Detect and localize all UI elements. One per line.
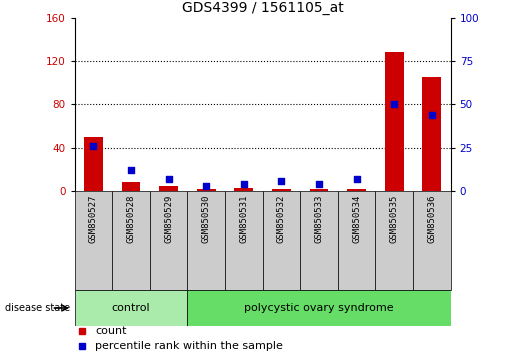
Bar xyxy=(122,183,141,191)
FancyBboxPatch shape xyxy=(263,191,300,290)
Title: GDS4399 / 1561105_at: GDS4399 / 1561105_at xyxy=(182,1,344,15)
Point xyxy=(315,181,323,187)
FancyBboxPatch shape xyxy=(225,191,263,290)
Text: GSM850532: GSM850532 xyxy=(277,194,286,242)
Text: GSM850534: GSM850534 xyxy=(352,194,361,242)
Point xyxy=(202,183,210,189)
FancyBboxPatch shape xyxy=(112,191,150,290)
Bar xyxy=(197,189,216,191)
Text: GSM850533: GSM850533 xyxy=(315,194,323,242)
Point xyxy=(352,176,360,182)
Bar xyxy=(159,186,178,191)
Text: GSM850529: GSM850529 xyxy=(164,194,173,242)
FancyBboxPatch shape xyxy=(187,191,225,290)
Point xyxy=(277,178,285,184)
Text: polycystic ovary syndrome: polycystic ovary syndrome xyxy=(244,303,394,313)
Bar xyxy=(347,189,366,191)
Bar xyxy=(272,189,291,191)
FancyBboxPatch shape xyxy=(300,191,338,290)
FancyBboxPatch shape xyxy=(75,191,112,290)
FancyBboxPatch shape xyxy=(375,191,413,290)
Bar xyxy=(310,189,329,191)
Bar xyxy=(234,188,253,191)
FancyBboxPatch shape xyxy=(338,191,375,290)
Bar xyxy=(422,77,441,191)
FancyBboxPatch shape xyxy=(150,191,187,290)
Point xyxy=(390,102,398,107)
Point xyxy=(90,143,98,149)
Text: GSM850536: GSM850536 xyxy=(427,194,436,242)
Text: GSM850527: GSM850527 xyxy=(89,194,98,242)
Text: GSM850530: GSM850530 xyxy=(202,194,211,242)
FancyBboxPatch shape xyxy=(75,290,187,326)
Text: GSM850531: GSM850531 xyxy=(239,194,248,242)
Text: count: count xyxy=(95,326,127,336)
Text: disease state: disease state xyxy=(5,303,70,313)
Point xyxy=(239,181,248,187)
Text: GSM850535: GSM850535 xyxy=(390,194,399,242)
FancyBboxPatch shape xyxy=(187,290,451,326)
Text: GSM850528: GSM850528 xyxy=(127,194,135,242)
Bar xyxy=(84,137,103,191)
Bar xyxy=(385,52,404,191)
FancyBboxPatch shape xyxy=(413,191,451,290)
Point xyxy=(427,112,436,118)
Point xyxy=(164,176,173,182)
Text: control: control xyxy=(112,303,150,313)
Point xyxy=(127,167,135,173)
Text: percentile rank within the sample: percentile rank within the sample xyxy=(95,341,283,350)
